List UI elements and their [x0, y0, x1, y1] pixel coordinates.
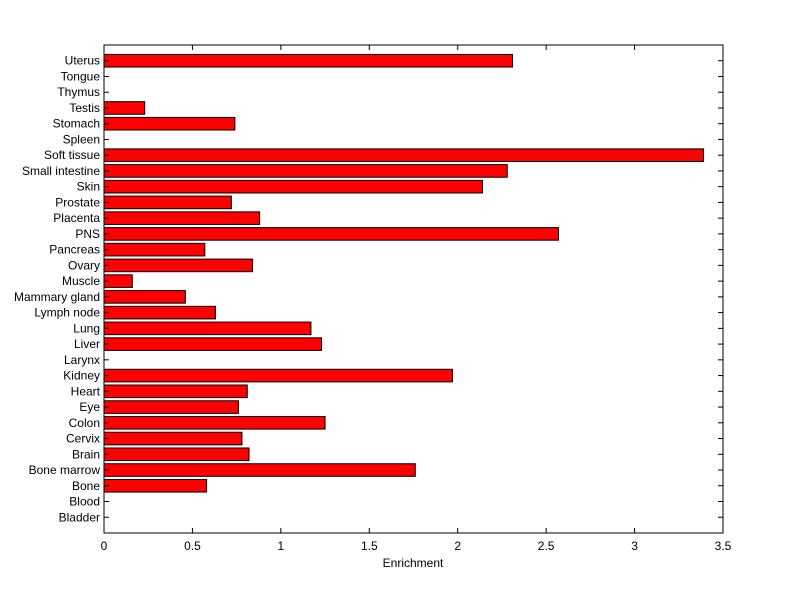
- y-tick-label: Eye: [79, 400, 100, 414]
- bar-pns: [103, 227, 560, 241]
- y-tick-label: Larynx: [64, 353, 100, 367]
- bar-brain: [103, 447, 250, 462]
- y-tick-label: Lung: [73, 321, 100, 335]
- x-tick-label: 2.5: [538, 539, 555, 553]
- bar-mammary-gland: [103, 290, 186, 304]
- bar-stomach: [103, 116, 236, 131]
- y-tick-label: Kidney: [63, 369, 100, 383]
- x-tick-label: 1.5: [361, 539, 378, 553]
- bar-pancreas: [103, 242, 206, 257]
- y-tick-label: Heart: [71, 384, 101, 398]
- bar-cervix: [103, 431, 243, 446]
- bar-uterus: [103, 53, 514, 68]
- bar-testis: [103, 101, 146, 115]
- plot-frame: [103, 44, 724, 534]
- y-tick-label: Liver: [74, 337, 100, 351]
- bar-heart: [103, 384, 248, 399]
- bar-lung: [103, 321, 312, 336]
- y-tick-label: Ovary: [68, 258, 100, 272]
- x-ticks-group: 0 0.5 1 1.5 2 2.5 3 3.5: [101, 45, 732, 553]
- bar-placenta: [103, 211, 261, 225]
- x-axis-label: Enrichment: [383, 556, 444, 570]
- bar-skin: [103, 179, 483, 194]
- bar-ovary: [103, 258, 254, 273]
- y-tick-label: Small intestine: [22, 164, 100, 178]
- x-tick-label: 0.5: [184, 539, 201, 553]
- y-tick-label: Bladder: [59, 510, 100, 524]
- bar-kidney: [103, 368, 453, 383]
- y-tick-label: Bone marrow: [29, 463, 101, 477]
- y-tick-label: Brain: [72, 447, 100, 461]
- bar-eye: [103, 400, 239, 414]
- x-tick-label: 2: [454, 539, 461, 553]
- y-tick-label: Spleen: [63, 132, 100, 146]
- y-tick-label: Blood: [69, 495, 100, 509]
- y-tick-label: Placenta: [53, 211, 100, 225]
- y-tick-label: Prostate: [55, 195, 100, 209]
- y-tick-label: Tongue: [61, 69, 101, 83]
- x-tick-label: 3.5: [715, 539, 732, 553]
- y-tick-label: Testis: [69, 101, 100, 115]
- y-tick-label: Soft tissue: [44, 148, 100, 162]
- bar-small-intestine: [103, 164, 508, 178]
- x-tick-label: 3: [631, 539, 638, 553]
- y-tick-label: PNS: [75, 227, 100, 241]
- y-tick-label: Cervix: [66, 432, 100, 446]
- y-tick-label: Thymus: [57, 85, 100, 99]
- y-tick-label: Pancreas: [49, 243, 100, 257]
- bar-prostate: [103, 195, 232, 210]
- y-tick-label: Lymph node: [34, 306, 100, 320]
- bar-colon: [103, 416, 326, 430]
- bar-soft-tissue: [103, 148, 705, 162]
- y-tick-label: Stomach: [53, 117, 100, 131]
- y-tick-label: Mammary gland: [14, 290, 100, 304]
- y-tick-label: Muscle: [62, 274, 100, 288]
- y-tick-label: Bone: [72, 479, 100, 493]
- bar-bone: [103, 478, 208, 493]
- y-tick-label: Skin: [77, 180, 100, 194]
- bar-liver: [103, 337, 323, 351]
- y-tick-label: Colon: [69, 416, 100, 430]
- x-tick-label: 1: [278, 539, 285, 553]
- bar-lymph-node: [103, 305, 216, 320]
- x-tick-label: 0: [101, 539, 108, 553]
- bar-bone-marrow: [103, 463, 416, 477]
- y-tick-label: Uterus: [65, 54, 100, 68]
